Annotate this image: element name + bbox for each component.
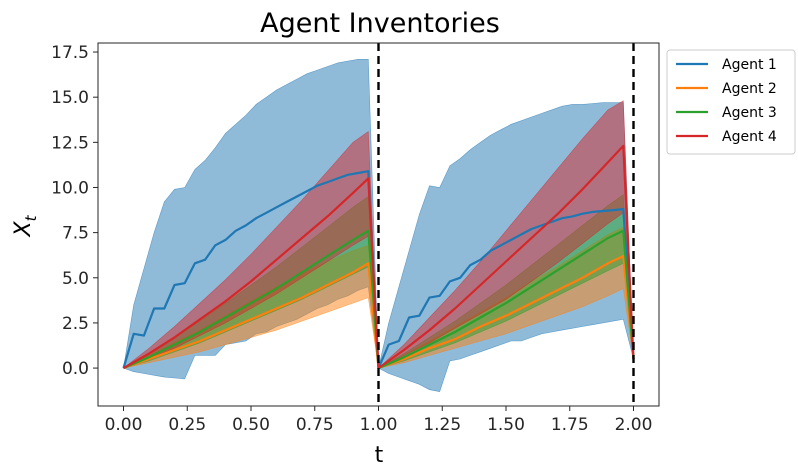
x-tick-label: 0.00 bbox=[105, 415, 143, 435]
x-tick-label: 1.00 bbox=[360, 415, 398, 435]
x-tick-label: 0.25 bbox=[168, 415, 206, 435]
y-tick-label: 2.5 bbox=[62, 314, 89, 334]
y-tick-label: 7.5 bbox=[62, 224, 89, 244]
y-axis-ticks: 0.0 2.5 5.0 7.5 10.0 12.5 15.0 17.5 bbox=[51, 43, 98, 379]
chart-title: Agent Inventories bbox=[260, 8, 500, 39]
y-tick-label: 17.5 bbox=[51, 43, 89, 63]
y-axis-label: Xt bbox=[11, 214, 40, 237]
legend: Agent 1 Agent 2 Agent 3 Agent 4 bbox=[666, 49, 796, 155]
x-tick-label: 1.25 bbox=[423, 415, 461, 435]
agent-1-legend-label: Agent 1 bbox=[722, 57, 777, 73]
x-axis-ticks: 0.00 0.25 0.50 0.75 1.00 1.25 1.50 1.75 2.00 bbox=[105, 406, 653, 435]
vertical-reference-lines bbox=[377, 43, 635, 406]
x-tick-label: 2.00 bbox=[615, 415, 653, 435]
agent-3-legend-label: Agent 3 bbox=[722, 105, 777, 121]
y-tick-label: 10.0 bbox=[51, 178, 89, 198]
x-tick-label: 0.75 bbox=[296, 415, 334, 435]
y-tick-label: 5.0 bbox=[62, 269, 89, 289]
y-tick-label: 12.5 bbox=[51, 133, 89, 153]
agent-2-legend-label: Agent 2 bbox=[722, 81, 777, 97]
y-tick-label: 0.0 bbox=[62, 359, 89, 379]
y-axis-label-main: X bbox=[11, 220, 36, 237]
x-tick-label: 0.50 bbox=[232, 415, 270, 435]
y-tick-label: 15.0 bbox=[51, 88, 89, 108]
y-axis-label-subscript: t bbox=[22, 214, 40, 221]
x-tick-label: 1.75 bbox=[551, 415, 589, 435]
x-tick-label: 1.50 bbox=[487, 415, 525, 435]
agent-4-legend-label: Agent 4 bbox=[722, 129, 777, 145]
legend-box bbox=[666, 49, 796, 155]
x-axis-label: t bbox=[375, 443, 384, 465]
